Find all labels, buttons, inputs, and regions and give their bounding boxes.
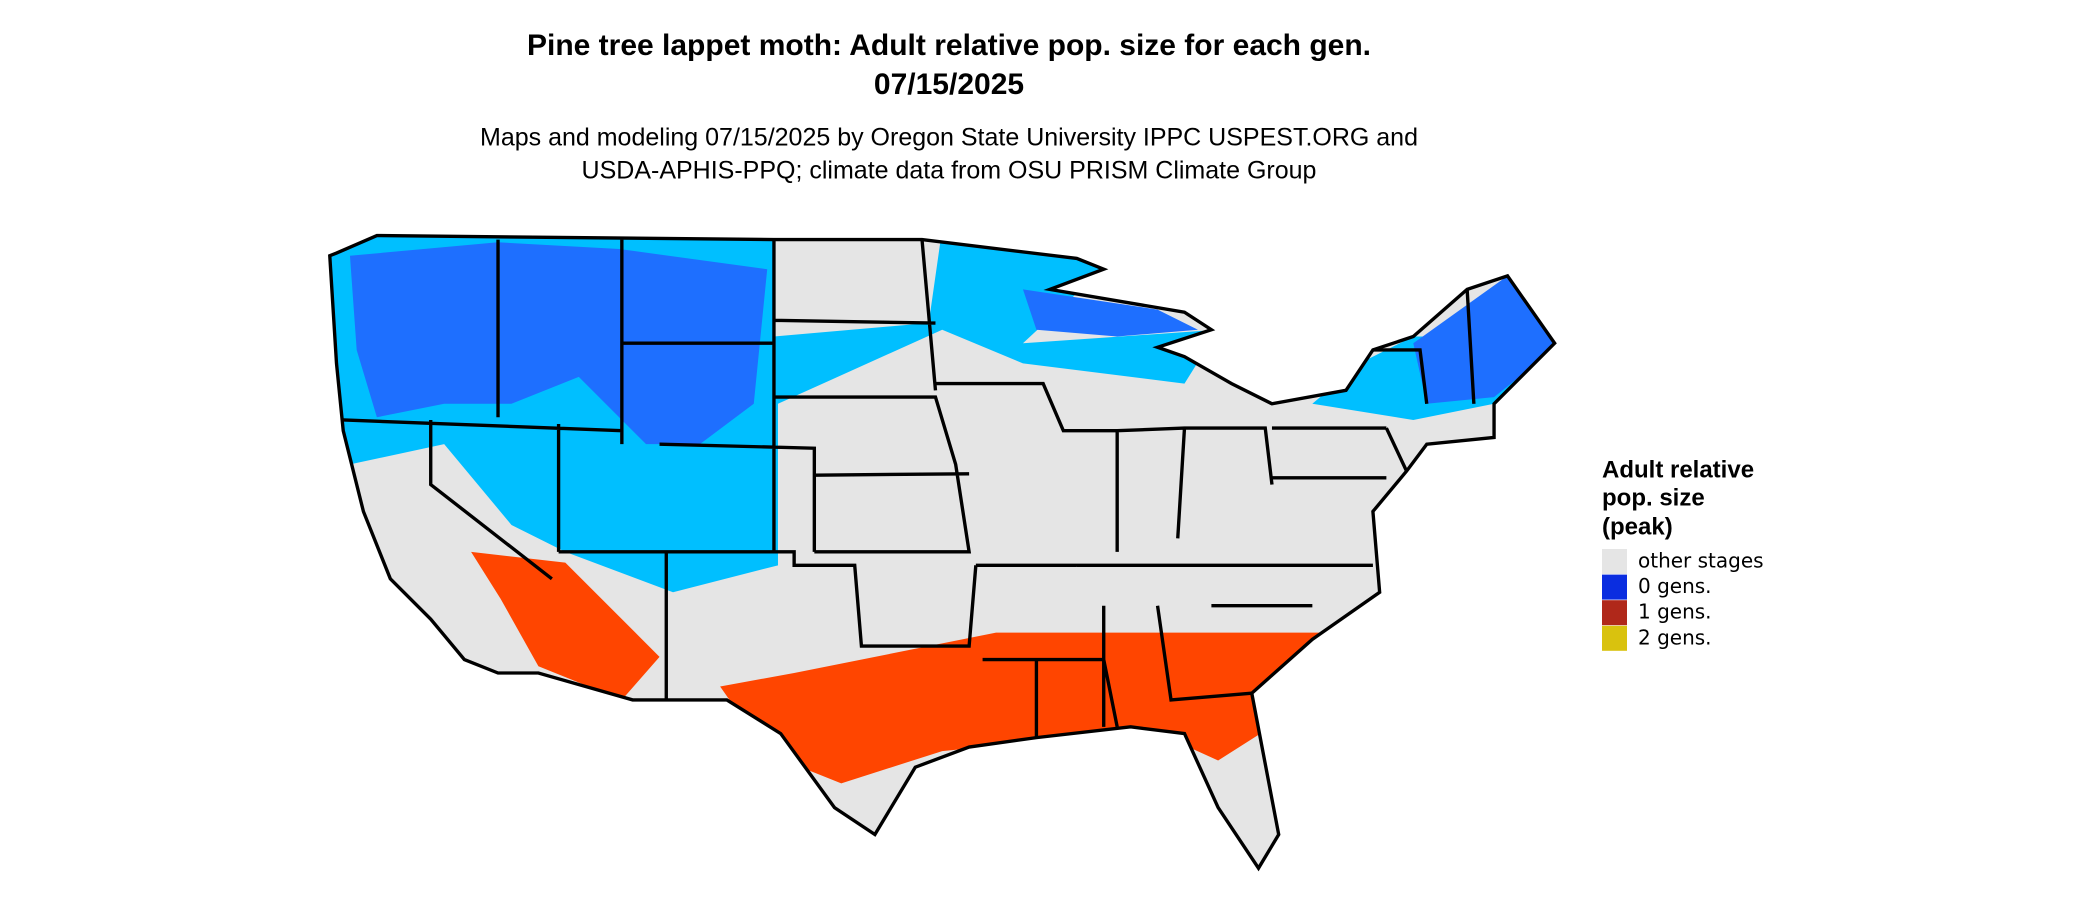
- subtitle: Maps and modeling 07/15/2025 by Oregon S…: [480, 124, 1418, 152]
- legend-label: 1 gens.: [1638, 600, 1712, 624]
- legend-title: Adult relative: [1602, 456, 1754, 483]
- one-gen-area: [471, 551, 660, 700]
- us-map: [328, 233, 1557, 872]
- legend-swatch: [1602, 549, 1627, 574]
- zero-gens-area: [1022, 289, 1198, 337]
- legend-label: 2 gens.: [1638, 625, 1712, 649]
- legend-swatch: [1602, 574, 1627, 600]
- zero-gens-area: [349, 242, 768, 445]
- legend-label: other stages: [1638, 549, 1764, 573]
- title: Pine tree lappet moth: Adult relative po…: [527, 29, 1371, 62]
- legend-title: pop. size: [1602, 484, 1705, 511]
- zero-gens-area: [1413, 275, 1555, 404]
- one-gen-area: [720, 632, 1326, 784]
- legend-swatch: [1602, 600, 1627, 626]
- title: 07/15/2025: [874, 68, 1024, 101]
- legend-swatch: [1602, 625, 1627, 651]
- subtitle: USDA-APHIS-PPQ; climate data from OSU PR…: [582, 157, 1317, 185]
- legend-label: 0 gens.: [1638, 574, 1712, 598]
- state-borders: [328, 233, 1557, 872]
- legend-title: (peak): [1602, 513, 1673, 540]
- legend: Adult relative pop. size (peak) other st…: [1602, 456, 1764, 651]
